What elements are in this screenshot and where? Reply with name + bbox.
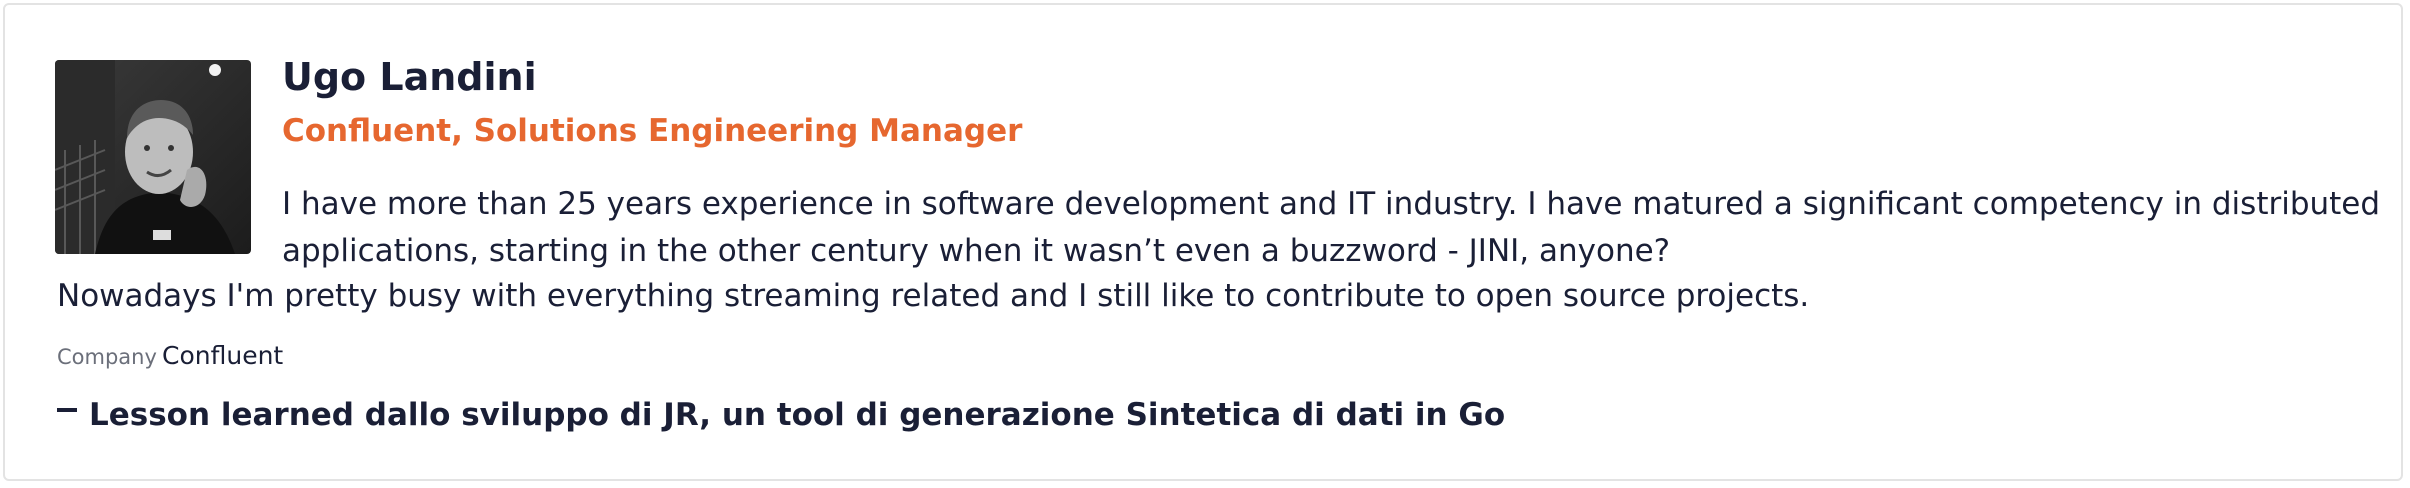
speaker-card: Ugo Landini Confluent, Solutions Enginee… — [3, 3, 2403, 481]
speaker-photo-icon — [55, 60, 251, 254]
bio-line: I have more than 25 years experience in … — [282, 186, 2381, 222]
bio-line: Nowadays I'm pretty busy with everything… — [57, 278, 1810, 314]
company-info: Company Confluent — [57, 341, 283, 371]
speaker-bio: I have more than 25 years experience in … — [282, 181, 2380, 275]
company-value: Confluent — [162, 341, 284, 370]
talk-title-link[interactable]: Lesson learned dallo sviluppo di JR, un … — [89, 397, 1506, 433]
speaker-role: Confluent, Solutions Engineering Manager — [282, 113, 1023, 149]
dash-icon — [57, 407, 77, 412]
speaker-avatar — [55, 60, 251, 254]
talk-item[interactable]: Lesson learned dallo sviluppo di JR, un … — [57, 397, 1505, 434]
bio-line: applications, starting in the other cent… — [282, 233, 1671, 269]
company-label: Company — [57, 345, 157, 369]
speaker-name: Ugo Landini — [282, 55, 537, 99]
